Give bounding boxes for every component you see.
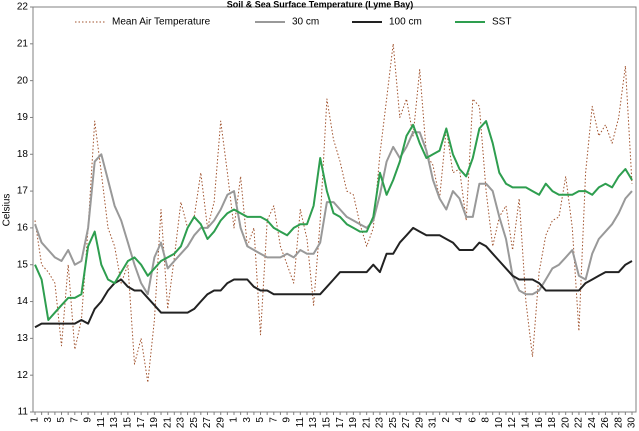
x-tick-label: 19 (348, 417, 359, 429)
y-tick-label: 16 (17, 223, 29, 234)
x-tick-label: 31 (428, 417, 439, 429)
x-tick-label: 21 (162, 417, 173, 429)
x-tick-label: 1 (30, 417, 41, 423)
y-tick-label: 22 (17, 2, 29, 13)
x-tick-label: 13 (308, 417, 319, 429)
y-tick-label: 21 (17, 38, 29, 49)
x-tick-label: 18 (547, 417, 558, 429)
series-line (34, 43, 633, 383)
y-tick-label: 18 (17, 149, 29, 160)
x-tick-label: 21 (361, 417, 372, 429)
x-tick-label: 30 (627, 417, 638, 429)
x-tick-label: 2 (441, 417, 452, 423)
x-tick-label: 23 (375, 417, 386, 429)
x-tick-label: 15 (322, 417, 333, 429)
x-tick-label: 7 (69, 417, 80, 423)
y-tick-label: 11 (18, 407, 29, 418)
y-tick-label: 17 (17, 186, 29, 197)
series-line (34, 131, 633, 296)
legend-label: Mean Air Temperature (112, 17, 211, 28)
x-tick-label: 27 (401, 417, 412, 429)
x-tick-label: 6 (467, 417, 478, 423)
x-tick-label: 17 (335, 417, 346, 429)
x-tick-label: 10 (494, 417, 505, 429)
x-tick-label: 29 (215, 417, 226, 429)
x-tick-label: 19 (149, 417, 160, 429)
x-tick-label: 12 (507, 417, 518, 429)
plot-frame (32, 6, 637, 413)
x-tick-label: 29 (414, 417, 425, 429)
y-tick-label: 19 (17, 112, 29, 123)
y-tick-label: 20 (17, 75, 29, 86)
x-tick-label: 7 (268, 417, 279, 423)
x-tick-label: 25 (189, 417, 200, 429)
x-tick-label: 15 (123, 417, 134, 429)
x-tick-label: 9 (83, 417, 94, 423)
y-axis-label: Celsius (2, 194, 13, 227)
x-tick-label: 9 (282, 417, 293, 423)
series-line (34, 120, 633, 321)
y-tick-label: 12 (17, 370, 29, 381)
series-line (34, 226, 633, 329)
x-tick-label: 3 (242, 417, 253, 423)
x-tick-label: 13 (109, 417, 120, 429)
x-tick-label: 28 (613, 417, 624, 429)
chart-title: Soil & Sea Surface Temperature (Lyme Bay… (227, 0, 414, 9)
y-tick-label: 13 (17, 333, 29, 344)
x-tick-label: 14 (521, 417, 532, 429)
y-tick-label: 14 (17, 296, 29, 307)
x-tick-label: 24 (587, 417, 598, 429)
x-tick-label: 23 (176, 417, 187, 429)
x-tick-label: 25 (388, 417, 399, 429)
legend-label: SST (492, 17, 511, 28)
x-tick-label: 8 (481, 417, 492, 423)
x-tick-label: 17 (136, 417, 147, 429)
x-tick-label: 20 (560, 417, 571, 429)
legend-label: 30 cm (292, 17, 319, 28)
x-tick-label: 26 (600, 417, 611, 429)
legend-label: 100 cm (389, 17, 422, 28)
x-tick-label: 5 (56, 417, 67, 423)
x-tick-label: 1 (229, 417, 240, 423)
x-tick-label: 27 (202, 417, 213, 429)
x-tick-label: 11 (295, 417, 306, 428)
x-tick-label: 11 (96, 417, 107, 428)
x-tick-label: 5 (255, 417, 266, 423)
x-tick-label: 4 (454, 417, 465, 423)
x-tick-label: 3 (43, 417, 54, 423)
x-tick-label: 16 (534, 417, 545, 429)
y-tick-label: 15 (17, 259, 29, 270)
x-tick-label: 22 (574, 417, 585, 429)
